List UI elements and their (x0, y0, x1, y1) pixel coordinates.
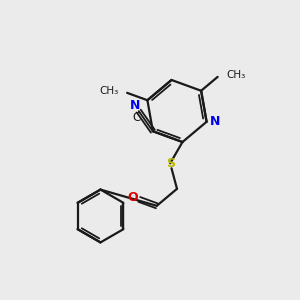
Text: N: N (130, 99, 140, 112)
Text: S: S (166, 157, 175, 170)
Text: O: O (128, 191, 138, 204)
Text: CH₃: CH₃ (100, 86, 119, 96)
Text: C: C (132, 111, 140, 124)
Text: CH₃: CH₃ (226, 70, 245, 80)
Text: N: N (210, 115, 220, 128)
